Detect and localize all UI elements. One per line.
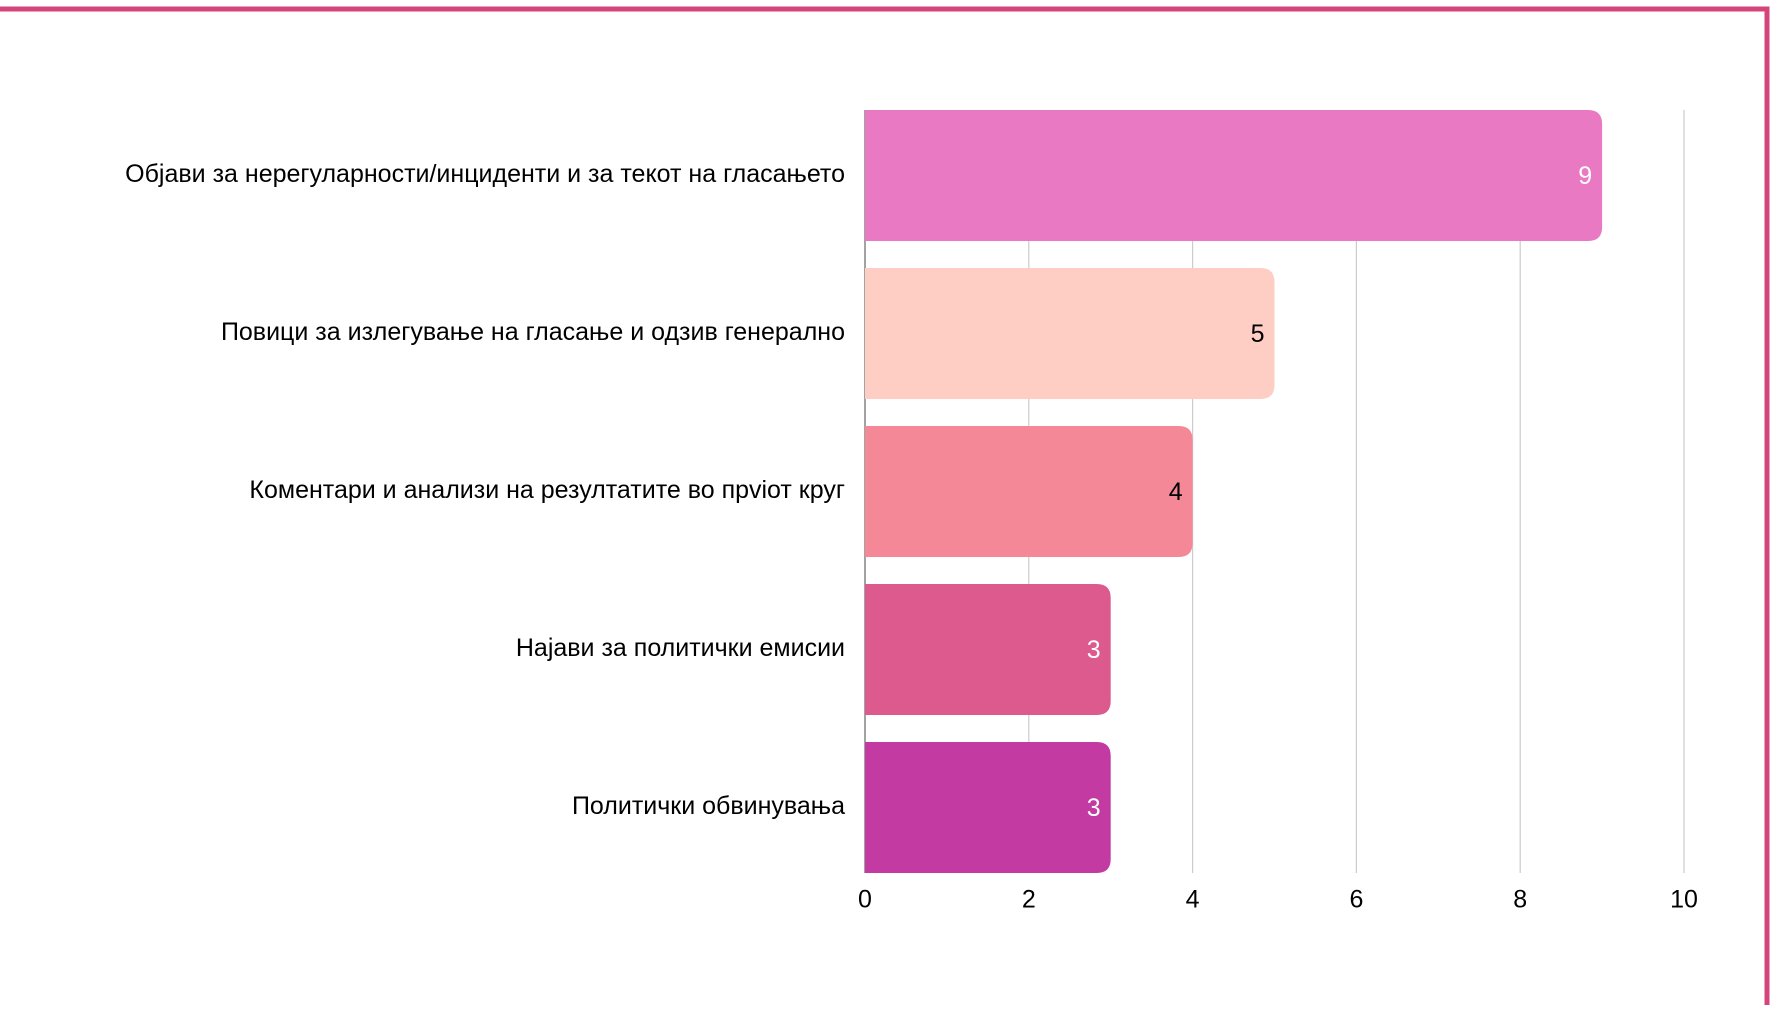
bar bbox=[865, 268, 1275, 399]
frame-border bbox=[0, 6, 1770, 1010]
value-label: 3 bbox=[1087, 636, 1101, 664]
value-label: 4 bbox=[1169, 478, 1183, 506]
x-tick-label: 6 bbox=[1349, 886, 1363, 914]
x-tick-label: 10 bbox=[1670, 886, 1698, 914]
bar bbox=[865, 584, 1111, 715]
x-tick-label: 2 bbox=[1022, 886, 1036, 914]
y-tick-label: Политички обвинувања bbox=[572, 792, 845, 820]
value-label: 5 bbox=[1251, 320, 1265, 348]
x-tick-label: 4 bbox=[1186, 886, 1200, 914]
bar bbox=[865, 426, 1193, 557]
value-label: 9 bbox=[1578, 162, 1592, 190]
y-tick-label: Повици за излегување на гласање и одзив … bbox=[221, 318, 845, 346]
y-tick-label: Објави за нерегуларности/инциденти и за … bbox=[125, 160, 845, 188]
y-tick-label: Најави за политички емисии bbox=[516, 634, 845, 662]
bar bbox=[865, 742, 1111, 873]
x-tick-label: 0 bbox=[858, 886, 872, 914]
value-label: 3 bbox=[1087, 794, 1101, 822]
bar bbox=[865, 110, 1603, 241]
y-tick-label: Коментари и анализи на резултатите во пр… bbox=[249, 476, 845, 504]
x-tick-label: 8 bbox=[1513, 886, 1527, 914]
